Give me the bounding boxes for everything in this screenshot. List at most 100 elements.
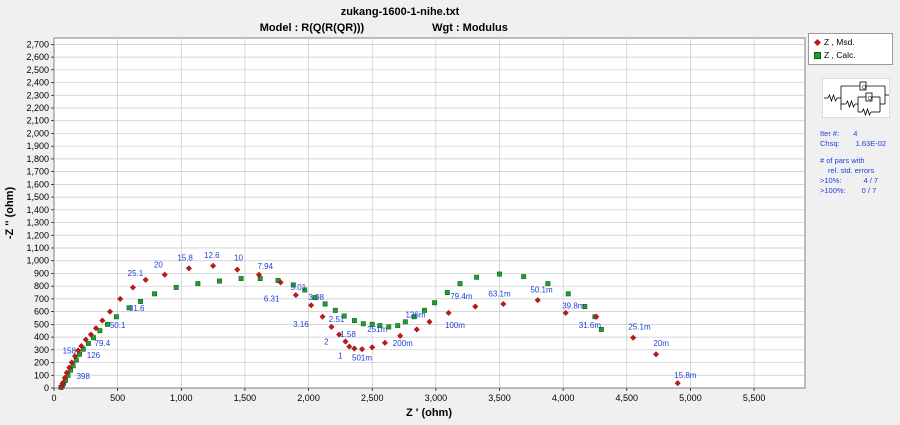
- measured-point: [142, 276, 149, 283]
- y-tick-label: 400: [34, 332, 49, 342]
- measured-point: [381, 339, 389, 346]
- measured-point: [351, 345, 358, 352]
- chsq-value: 1.63E-02: [855, 139, 887, 148]
- y-tick-label: 1,500: [26, 192, 49, 202]
- pars-line1: # of pars with: [820, 156, 865, 165]
- gt10-label: >10%:: [820, 176, 842, 185]
- measured-point: [255, 271, 263, 278]
- gt10-value: 4 / 7: [863, 176, 879, 185]
- frequency-label: 5.01: [291, 283, 307, 292]
- measured-point: [319, 313, 326, 320]
- measured-point: [99, 317, 106, 324]
- y-tick-label: 1,300: [26, 218, 49, 228]
- measured-point: [652, 351, 660, 358]
- x-tick-label: 4,500: [616, 393, 639, 403]
- y-tick-label: 1,400: [26, 205, 49, 215]
- y-tick-label: 1,000: [26, 256, 49, 266]
- gt100-label: >100%:: [820, 186, 846, 195]
- y-tick-label: 1,100: [26, 243, 49, 253]
- measured-point: [472, 303, 479, 310]
- frequency-label: 126m: [405, 310, 425, 319]
- calculated-point: [138, 299, 144, 304]
- legend-label-calculated: Z , Calc.: [824, 50, 856, 60]
- frequency-label: 398: [77, 372, 91, 381]
- calculated-point: [565, 291, 571, 297]
- measured-point: [336, 331, 343, 338]
- svg-text:Q: Q: [868, 96, 872, 102]
- x-tick-label: 5,500: [743, 393, 766, 403]
- frequency-label: 3.16: [293, 320, 309, 329]
- y-tick-label: 900: [34, 268, 49, 278]
- measured-series: [58, 262, 681, 390]
- frequency-label: 25.1: [128, 269, 144, 278]
- measured-point: [397, 332, 404, 339]
- y-tick-label: 100: [34, 370, 49, 380]
- calculated-point: [411, 314, 417, 320]
- chart-title: zukang-1600-1-nihe.txt: [341, 6, 460, 18]
- calculated-point: [521, 274, 527, 280]
- frequency-label: 31.6: [129, 304, 145, 313]
- measured-point: [129, 284, 137, 291]
- measured-point: [630, 334, 637, 341]
- y-tick-label: 2,700: [26, 39, 49, 49]
- frequency-label: 25.1m: [628, 322, 651, 331]
- legend: Z , Msd. Z , Calc.: [808, 33, 893, 65]
- calculated-point: [369, 321, 375, 327]
- weight-label: Wgt : Modulus: [432, 22, 508, 34]
- measured-point: [161, 271, 168, 278]
- calculated-point: [238, 276, 244, 281]
- grid: [54, 38, 805, 388]
- svg-text:Q: Q: [862, 85, 866, 91]
- x-tick-label: 1,500: [234, 393, 257, 403]
- iter-row: Iter #: 4: [820, 129, 886, 139]
- measured-point: [308, 302, 315, 309]
- y-tick-label: 2,300: [26, 90, 49, 100]
- diamond-marker-icon: [813, 39, 822, 47]
- chsq-row: Chsq: 1.63E-02: [820, 139, 886, 149]
- y-tick-label: 2,100: [26, 116, 49, 126]
- y-tick-label: 500: [34, 319, 49, 329]
- calculated-point: [85, 341, 91, 346]
- measured-point: [500, 300, 507, 308]
- measured-point: [71, 353, 79, 360]
- calculated-point: [432, 300, 438, 306]
- measured-point: [58, 383, 65, 390]
- legend-item-measured: Z , Msd.: [813, 36, 855, 48]
- x-axis-ticks: 0 500 1,000 1,500 2,000 2,500 3,000 3,500 4,000 4…: [51, 388, 765, 403]
- measured-point: [534, 297, 541, 304]
- frequency-label: 126: [87, 351, 101, 360]
- calculated-point: [322, 301, 328, 307]
- iter-label: Iter #:: [820, 129, 840, 138]
- frequency-label: 200m: [393, 339, 413, 348]
- x-tick-label: 4,000: [552, 393, 575, 403]
- y-tick-label: 300: [34, 345, 49, 355]
- frequency-label: 6.31: [264, 294, 280, 303]
- frequency-label: 2.51: [329, 315, 345, 324]
- frequency-label: 2: [324, 338, 329, 347]
- y-tick-label: 1,200: [26, 230, 49, 240]
- measured-point: [562, 309, 569, 316]
- measured-point: [292, 292, 299, 299]
- square-marker-icon: [814, 52, 821, 60]
- y-tick-label: 700: [34, 294, 49, 304]
- y-tick-label: 2,400: [26, 78, 49, 88]
- measured-point: [346, 343, 353, 350]
- frequency-label: 10: [234, 254, 243, 263]
- frequency-label: 7.94: [258, 262, 274, 271]
- x-tick-label: 5,000: [679, 393, 702, 403]
- measured-point: [185, 265, 193, 272]
- measured-point: [68, 359, 75, 366]
- measured-point: [92, 325, 100, 332]
- measured-point: [63, 369, 70, 376]
- calculated-point: [386, 324, 392, 330]
- frequency-label: 20m: [653, 339, 669, 348]
- frequency-label: 15.8: [177, 254, 193, 263]
- measured-point: [210, 262, 217, 269]
- calculated-point: [457, 281, 463, 287]
- calculated-point: [105, 321, 110, 327]
- legend-item-calculated: Z , Calc.: [814, 49, 856, 61]
- measured-point: [117, 295, 124, 302]
- calculated-point: [113, 314, 119, 320]
- fit-info-panel: Iter #: 4 Chsq: 1.63E-02 # of pars with re…: [820, 129, 886, 196]
